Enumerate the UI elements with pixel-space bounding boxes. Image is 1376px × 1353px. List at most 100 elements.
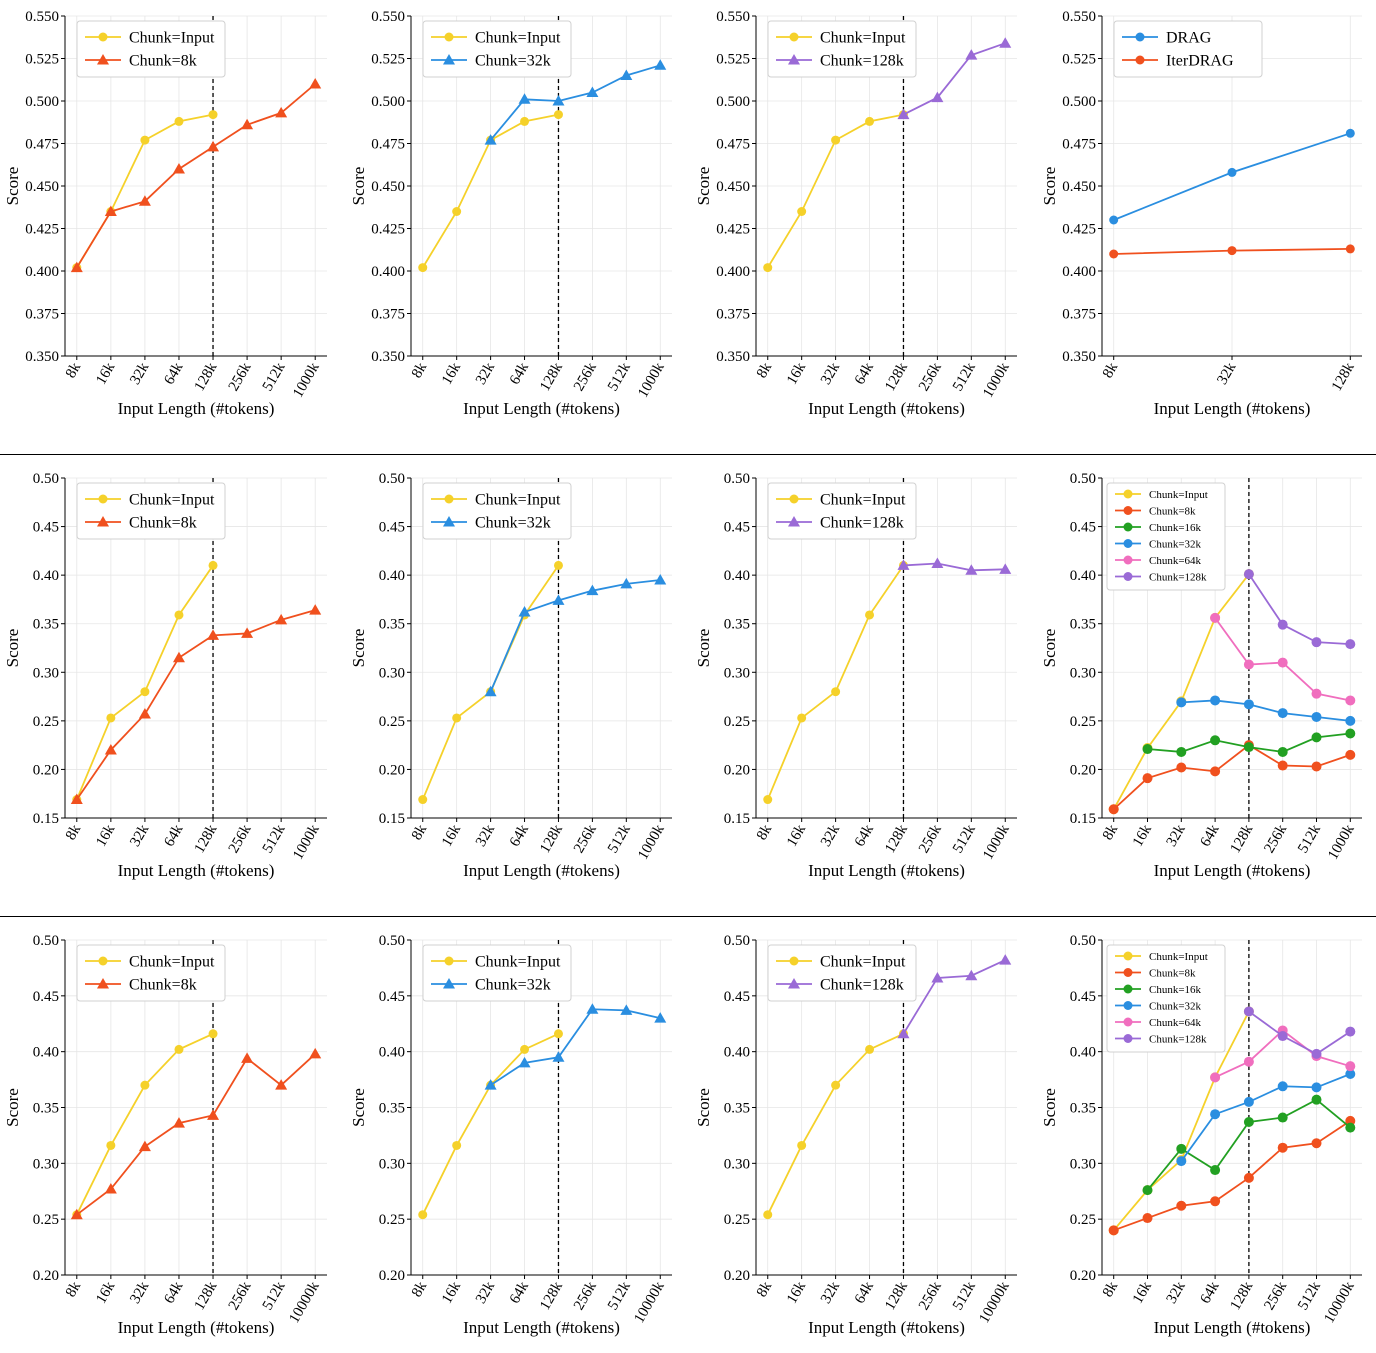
x-tick-label: 256k [916, 1279, 945, 1313]
y-axis-label: Score [1040, 167, 1059, 206]
data-point [207, 1109, 220, 1120]
data-point [1142, 744, 1153, 755]
x-tick-label: 8k [754, 360, 776, 381]
y-tick-label: 0.50 [379, 933, 405, 949]
x-tick-label: 1000k [980, 360, 1013, 401]
data-point [1108, 1225, 1119, 1236]
data-point [931, 557, 944, 568]
legend-label: Chunk=Input [1149, 489, 1208, 501]
y-tick-label: 0.350 [25, 349, 59, 365]
data-point [518, 606, 531, 617]
data-point [140, 687, 150, 697]
y-tick-label: 0.20 [724, 1268, 750, 1284]
y-tick-label: 0.15 [379, 811, 405, 827]
data-point [1243, 659, 1254, 670]
data-point [443, 54, 455, 65]
y-tick-label: 0.20 [1070, 1268, 1096, 1284]
series-line [76, 83, 316, 269]
series-line [1113, 744, 1351, 810]
y-tick-label: 0.40 [724, 1045, 750, 1061]
x-tick-label: 10000k [1321, 1279, 1358, 1326]
y-tick-label: 0.25 [1070, 714, 1096, 730]
legend-label: Chunk=32k [1149, 1001, 1202, 1013]
data-point [552, 1051, 565, 1062]
y-tick-label: 0.45 [379, 989, 405, 1005]
legend-label: Chunk=8k [129, 977, 197, 994]
x-tick-label: 512k [605, 360, 634, 394]
legend-label: Chunk=64k [1149, 555, 1202, 567]
data-point [208, 1029, 218, 1039]
data-point [552, 594, 565, 605]
legend-box [76, 20, 226, 78]
x-tick-label: 16k [439, 822, 464, 850]
legend: Chunk=Input Chunk=32k [422, 482, 572, 540]
x-tick-label: 128k [1228, 822, 1257, 856]
y-tick-label: 0.525 [716, 52, 750, 68]
legend-label: Chunk=128k [820, 977, 904, 994]
y-tick-label: 0.20 [379, 762, 405, 778]
x-tick-label: 512k [605, 1279, 634, 1313]
data-point [70, 261, 83, 273]
legend-label: Chunk=Input [129, 30, 215, 47]
x-tick-label: 8k [754, 1279, 776, 1300]
legend: Chunk=Input Chunk=8k [76, 482, 226, 540]
y-tick-label: 0.375 [371, 307, 405, 323]
data-point [208, 560, 218, 570]
legend-label: Chunk=8k [129, 515, 197, 532]
data-point [1345, 695, 1356, 706]
x-tick-label: 1000k [635, 822, 668, 863]
data-point [1227, 167, 1237, 177]
data-point [1243, 699, 1254, 710]
data-point [70, 1208, 83, 1220]
legend-label: Chunk=16k [1149, 984, 1202, 996]
data-point [1311, 1048, 1322, 1059]
x-tick-label: 128k [537, 822, 566, 856]
series-line [76, 609, 316, 801]
data-point [1123, 539, 1133, 548]
y-tick-label: 0.30 [33, 665, 59, 681]
x-tick-label: 64k [161, 1279, 186, 1307]
data-point [484, 134, 497, 145]
data-point [452, 1140, 462, 1150]
x-tick-label: 64k [507, 1279, 532, 1307]
data-point [1345, 749, 1356, 760]
y-tick-label: 0.450 [25, 179, 59, 195]
y-tick-label: 0.525 [1062, 52, 1096, 68]
y-axis-label: Score [3, 629, 22, 668]
x-tick-label: 64k [1197, 822, 1222, 850]
x-axis-label: Input Length (#tokens) [808, 1318, 965, 1337]
legend: Chunk=Input Chunk=8k Chunk=16k Chunk=32k Chu… [1106, 482, 1226, 591]
y-tick-label: 0.45 [33, 520, 59, 536]
legend: Chunk=Input Chunk=128k [767, 944, 917, 1002]
data-point [552, 95, 565, 106]
legend-label: Chunk=Input [820, 30, 906, 47]
x-axis-label: Input Length (#tokens) [118, 861, 275, 880]
data-point [831, 135, 841, 145]
y-tick-label: 0.550 [371, 9, 405, 25]
data-point [443, 516, 455, 527]
x-tick-label: 512k [950, 1279, 979, 1313]
y-tick-label: 0.400 [371, 264, 405, 280]
data-point [1123, 1017, 1133, 1027]
data-point [138, 195, 151, 206]
legend-label: Chunk=Input [820, 492, 906, 509]
x-tick-label: 1000k [290, 822, 323, 863]
legend-box [422, 482, 572, 540]
data-point [1123, 489, 1133, 499]
y-tick-label: 0.40 [379, 568, 405, 584]
data-point [172, 651, 185, 663]
data-point [1311, 688, 1322, 699]
x-tick-label: 8k [63, 360, 85, 381]
y-tick-label: 0.50 [33, 471, 59, 487]
y-tick-label: 0.400 [1062, 264, 1096, 280]
data-point [831, 1080, 841, 1090]
x-tick-label: 32k [127, 360, 152, 388]
legend-label: Chunk=32k [475, 977, 551, 994]
x-tick-label: 16k [784, 822, 809, 850]
data-point [97, 978, 109, 989]
y-tick-label: 0.25 [33, 714, 59, 730]
legend-box [767, 482, 917, 540]
x-tick-label: 16k [439, 1279, 464, 1307]
